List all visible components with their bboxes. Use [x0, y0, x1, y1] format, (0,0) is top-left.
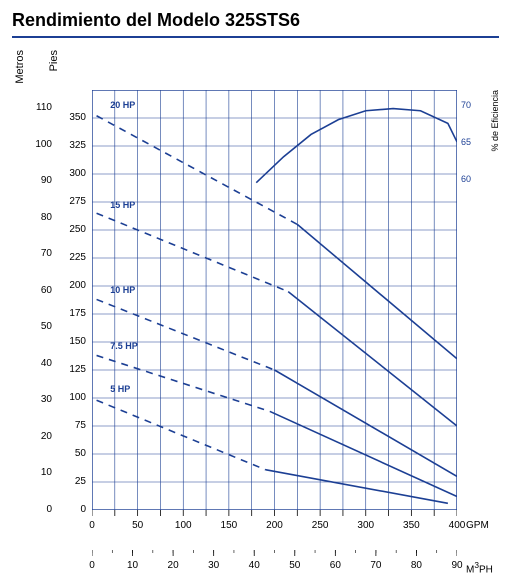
y-tick-metros: 110 [28, 102, 52, 113]
title-rule [12, 36, 499, 38]
series-label: 20 HP [110, 100, 135, 110]
y-tick-pies: 100 [62, 392, 86, 403]
y-tick-pies: 350 [62, 112, 86, 123]
y-tick-metros: 80 [28, 212, 52, 223]
y-tick-pies: 150 [62, 336, 86, 347]
y-tick-pies: 200 [62, 280, 86, 291]
y-axis-label-eff: % de Eficiencia [490, 90, 500, 152]
y-tick-metros: 0 [28, 504, 52, 515]
y-tick-pies: 250 [62, 224, 86, 235]
x-unit-m3ph: M3PH [466, 560, 493, 575]
y-tick-metros: 30 [28, 394, 52, 405]
y-tick-metros: 90 [28, 175, 52, 186]
y-tick-metros: 10 [28, 467, 52, 478]
y-axis-label-metros: Metros [14, 50, 26, 84]
y-tick-pies: 225 [62, 252, 86, 263]
series-label: 10 HP [110, 285, 135, 295]
y-tick-pies: 25 [62, 476, 86, 487]
y-tick-metros: 40 [28, 358, 52, 369]
series-label: 5 HP [110, 384, 130, 394]
y-tick-pies: 0 [62, 504, 86, 515]
y-tick-pies: 125 [62, 364, 86, 375]
y-tick-metros: 60 [28, 285, 52, 296]
y-tick-pies: 300 [62, 168, 86, 179]
y-tick-pies: 75 [62, 420, 86, 431]
y-tick-eff: 60 [461, 174, 471, 184]
pump-curve-chart [92, 90, 457, 510]
y-tick-pies: 275 [62, 196, 86, 207]
x-unit-gpm: GPM [466, 520, 489, 531]
y-tick-eff: 70 [461, 100, 471, 110]
series-label: 7.5 HP [110, 341, 138, 351]
plot-area [92, 90, 457, 510]
y-tick-metros: 100 [28, 139, 52, 150]
y-tick-pies: 175 [62, 308, 86, 319]
y-tick-metros: 50 [28, 321, 52, 332]
m3ph-tick-marks [92, 550, 457, 562]
y-axis-label-pies: Pies [48, 50, 60, 71]
y-tick-metros: 20 [28, 431, 52, 442]
series-label: 15 HP [110, 200, 135, 210]
y-tick-eff: 65 [461, 137, 471, 147]
chart-title: Rendimiento del Modelo 325STS6 [12, 10, 300, 31]
y-tick-pies: 50 [62, 448, 86, 459]
y-tick-metros: 70 [28, 248, 52, 259]
gpm-tick-marks [92, 510, 457, 522]
y-tick-pies: 325 [62, 140, 86, 151]
